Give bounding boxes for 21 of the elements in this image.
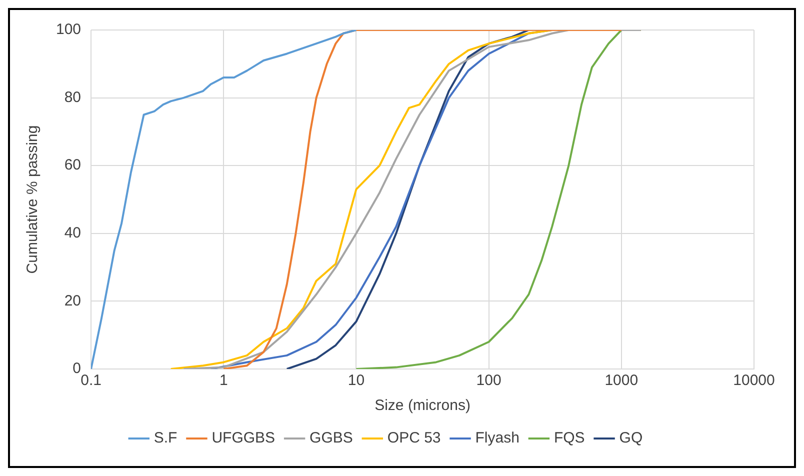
x-tick-label: 1 [219,372,228,390]
y-tick-label: 20 [64,292,82,310]
legend-label: GGBS [310,430,353,447]
x-tick-label: 10000 [733,372,775,390]
legend-label: OPC 53 [387,430,441,447]
y-tick-label: 40 [64,224,82,242]
legend-label: GQ [619,430,643,447]
x-tick-label: 10 [348,372,365,390]
legend-label: S.F [154,430,178,447]
y-tick-label: 100 [56,21,82,38]
x-tick-label: 1000 [604,372,638,390]
x-tick-label: 0.1 [80,372,102,390]
x-axis-title: Size (microns) [374,397,470,414]
legend-label: UFGGBS [212,430,276,447]
legend-label: FQS [554,430,585,447]
y-tick-label: 0 [72,360,82,378]
y-tick-label: 60 [64,156,82,174]
legend-label: Flyash [475,430,520,447]
y-tick-label: 80 [64,88,82,106]
x-tick-label: 100 [476,372,502,390]
y-axis-title: Cumulative % passing [24,125,42,274]
